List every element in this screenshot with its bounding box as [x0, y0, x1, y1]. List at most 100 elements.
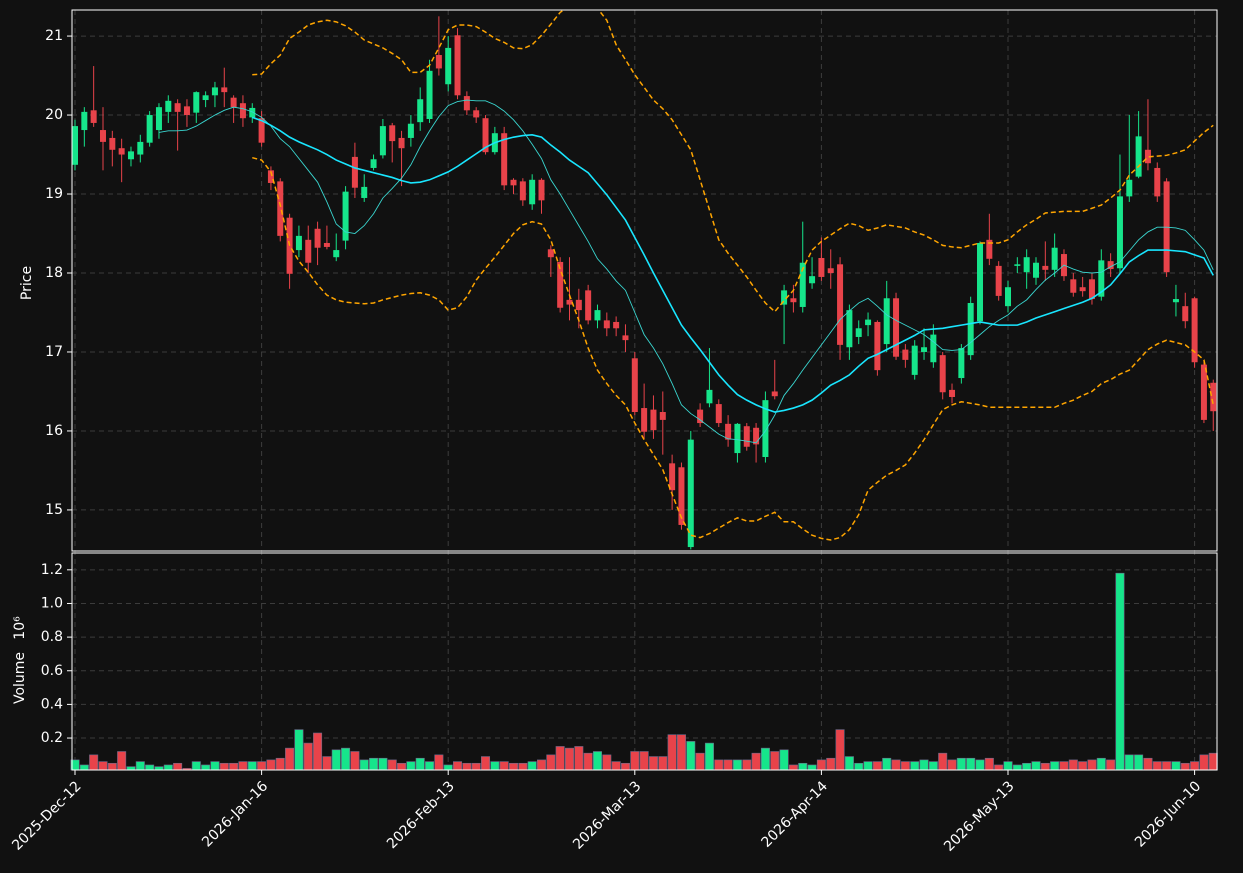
indicator-line: [252, 156, 1214, 541]
indicator-line: [252, 116, 1214, 413]
candle-body: [1116, 196, 1123, 269]
volume-bar: [555, 746, 565, 771]
candle-body: [855, 328, 862, 337]
candle-body: [323, 242, 330, 247]
volume-bar: [434, 754, 444, 771]
volume-bar: [425, 761, 435, 771]
volume-bar: [994, 764, 1004, 771]
candle-body: [510, 179, 517, 186]
y-tick-label: 15: [45, 502, 63, 518]
volume-bar: [1162, 761, 1172, 771]
candle-body: [837, 264, 844, 345]
y-axis-label: Price: [19, 266, 35, 300]
candle-body: [81, 111, 88, 131]
candle-body: [1107, 261, 1114, 270]
candle-body: [295, 235, 302, 251]
volume-bar: [79, 764, 89, 771]
volume-bar: [499, 761, 509, 771]
candle-body: [258, 118, 265, 143]
volume-bar: [154, 766, 164, 771]
volume-bar: [294, 729, 304, 771]
volume-bar: [257, 761, 267, 771]
volume-bar: [695, 752, 705, 771]
volume-bar: [322, 756, 332, 771]
volume-bar: [592, 751, 602, 771]
candle-body: [949, 389, 956, 397]
volume-bar: [1078, 761, 1088, 771]
y-tick-label: 0.6: [41, 663, 63, 679]
candle-body: [1098, 260, 1105, 297]
y-tick-label: 0.2: [41, 730, 63, 746]
volume-bar: [639, 751, 649, 771]
candle-body: [603, 320, 610, 329]
candle-body: [174, 103, 181, 112]
volume-bar: [285, 747, 295, 771]
volume-bar: [369, 757, 379, 771]
volume-bar: [966, 757, 976, 771]
candle-body: [1126, 179, 1133, 197]
volume-plot: [70, 572, 1218, 771]
y-tick-label: 0.4: [41, 696, 63, 712]
volume-bar: [714, 759, 724, 771]
volume-bar: [807, 764, 817, 771]
candle-body: [575, 299, 582, 311]
candle-body: [1014, 264, 1021, 266]
volume-bar: [658, 756, 668, 771]
candle-body: [342, 191, 349, 241]
y-tick-label: 20: [45, 107, 63, 123]
volume-bar: [770, 751, 780, 771]
candle-body: [1210, 382, 1217, 412]
candle-body: [155, 107, 162, 131]
candle-body: [445, 47, 452, 85]
candle-body: [351, 156, 358, 188]
volume-bar: [1040, 762, 1050, 771]
candle-body: [1200, 364, 1207, 420]
candle-body: [911, 345, 918, 375]
volume-bar: [89, 754, 99, 771]
candle-body: [426, 70, 433, 119]
candle-body: [1079, 287, 1086, 292]
candle-body: [790, 298, 797, 303]
volume-bar: [490, 761, 500, 771]
volume-bar: [751, 752, 761, 771]
candle-body: [1182, 306, 1189, 322]
candle-body: [417, 99, 424, 123]
candle-body: [893, 298, 900, 357]
candle-body: [865, 319, 872, 326]
candle-body: [1144, 149, 1151, 164]
volume-bar: [1031, 761, 1041, 771]
candle-body: [398, 137, 405, 149]
candle-body: [697, 409, 704, 424]
price-frame: [71, 9, 1218, 552]
volume-bar: [910, 761, 920, 771]
candle-body: [650, 409, 657, 431]
candle-body: [305, 239, 312, 263]
volume-bar: [135, 761, 145, 771]
candle-body: [249, 107, 256, 118]
volume-bar: [313, 732, 323, 771]
volume-bar: [238, 761, 248, 771]
volume-bar: [816, 759, 826, 771]
candle-body: [818, 257, 825, 277]
volume-bar: [266, 759, 276, 771]
candle-body: [678, 467, 685, 525]
volume-bar: [667, 734, 677, 771]
volume-bar: [518, 762, 528, 771]
volume-bar: [686, 741, 696, 771]
candle-body: [883, 298, 890, 345]
candle-body: [379, 126, 386, 156]
volume-bar: [462, 762, 472, 771]
candle-body: [314, 228, 321, 248]
candle-body: [762, 400, 769, 458]
volume-bar: [854, 762, 864, 771]
candle-body: [827, 268, 834, 273]
volume-bar: [509, 762, 519, 771]
candle-body: [1051, 247, 1058, 270]
volume-bar: [219, 762, 229, 771]
candle-body: [454, 35, 461, 96]
candle-body: [687, 439, 694, 548]
volume-bar: [611, 761, 621, 771]
volume-bar: [98, 761, 108, 771]
volume-bar: [1059, 761, 1069, 771]
